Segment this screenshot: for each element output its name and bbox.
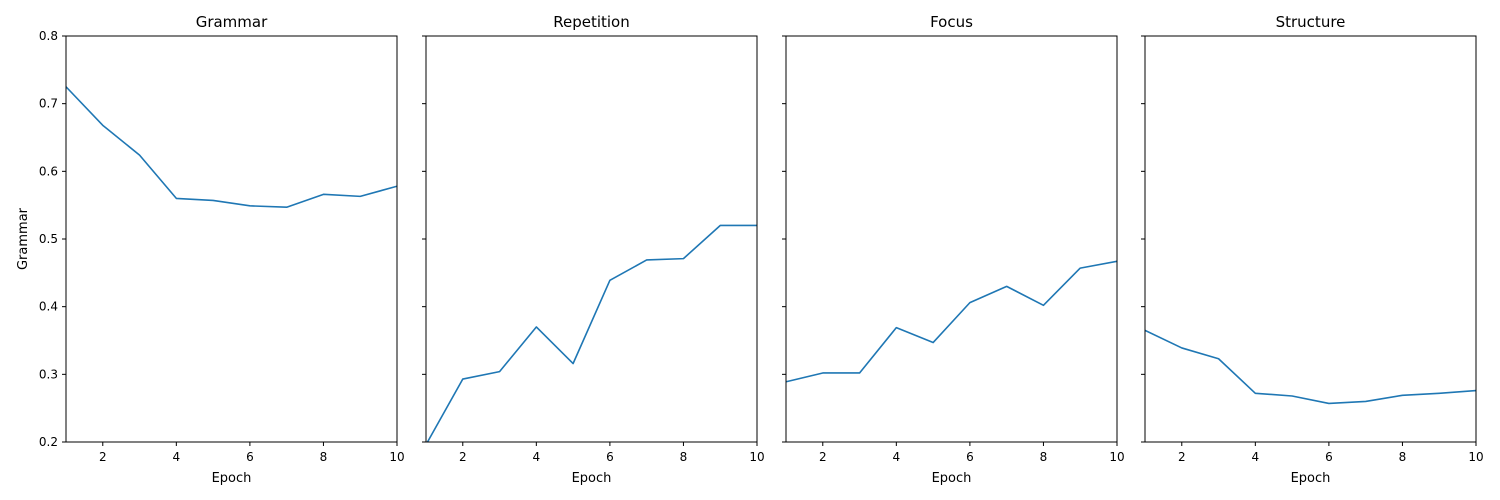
panel-title: Focus	[930, 13, 973, 31]
x-tick-label: 2	[99, 450, 107, 464]
plot-frame	[65, 35, 398, 443]
x-tick-label: 10	[749, 450, 764, 464]
x-tick-label: 2	[1178, 450, 1186, 464]
x-tick-label: 8	[1399, 450, 1407, 464]
y-axis-label: Grammar	[16, 207, 31, 270]
series-line	[426, 224, 757, 442]
x-axis-label: Epoch	[932, 471, 972, 486]
x-tick-label: 8	[680, 450, 688, 464]
x-tick-label: 4	[1252, 450, 1260, 464]
series-line	[1145, 329, 1476, 405]
x-tick-label: 4	[173, 450, 181, 464]
x-tick-label: 4	[893, 450, 901, 464]
panel-title: Repetition	[553, 13, 630, 31]
subplot-2: Repetition 2 4 6 8 10 Epoch	[422, 13, 765, 486]
series-line	[66, 85, 397, 208]
x-tick-label: 8	[1040, 450, 1048, 464]
x-axis-label: Epoch	[212, 471, 252, 486]
x-tick-label: 10	[1109, 450, 1124, 464]
x-tick-label: 6	[966, 450, 974, 464]
panel-title: Structure	[1276, 13, 1346, 31]
y-tick-label: 0.6	[39, 164, 58, 178]
subplot-1: Grammar 2 4 6 8 10 Epoch 0.2 0.3 0.4 0.5 0.6 0.7 0.8	[39, 13, 405, 486]
subplot-4: Structure 2 4 6 8 10 Epoch	[1141, 13, 1484, 486]
plot-frame	[1144, 35, 1477, 443]
x-tick-label: 6	[246, 450, 254, 464]
x-tick-label: 10	[1468, 450, 1483, 464]
panel-title: Grammar	[196, 13, 268, 31]
y-tick-label: 0.3	[39, 367, 58, 381]
x-axis-label: Epoch	[1291, 471, 1331, 486]
y-tick-label: 0.2	[39, 435, 58, 449]
x-tick-label: 8	[320, 450, 328, 464]
y-tick-label: 0.8	[39, 29, 58, 43]
x-tick-label: 2	[819, 450, 827, 464]
y-tick-label: 0.4	[39, 300, 58, 314]
plot-frame	[425, 35, 758, 443]
x-tick-label: 6	[1325, 450, 1333, 464]
y-tick-label: 0.5	[39, 232, 58, 246]
x-tick-label: 2	[459, 450, 467, 464]
x-tick-label: 10	[389, 450, 404, 464]
y-tick-label: 0.7	[39, 97, 58, 111]
subplot-3: Focus 2 4 6 8 10 Epoch	[782, 13, 1125, 486]
x-tick-label: 4	[533, 450, 541, 464]
series-line	[786, 260, 1117, 383]
plot-frame	[785, 35, 1118, 443]
x-tick-label: 6	[606, 450, 614, 464]
x-axis-label: Epoch	[572, 471, 612, 486]
